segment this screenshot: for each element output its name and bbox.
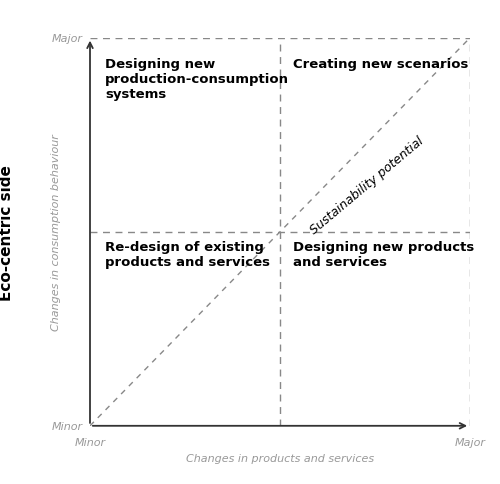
Text: Minor: Minor: [52, 421, 82, 431]
Text: Major: Major: [52, 34, 82, 44]
Text: Creating new scenarios: Creating new scenarios: [294, 58, 469, 71]
Text: Designing new
production-consumption
systems: Designing new production-consumption sys…: [105, 58, 289, 101]
Text: Major: Major: [454, 438, 486, 448]
Text: Re-design of existing
products and services: Re-design of existing products and servi…: [105, 240, 270, 268]
Text: Sustainability potential: Sustainability potential: [308, 135, 426, 237]
Text: Changes in products and services: Changes in products and services: [186, 453, 374, 463]
Text: Eco-centric side: Eco-centric side: [0, 165, 14, 300]
Text: Designing new products
and services: Designing new products and services: [294, 240, 474, 268]
Text: Minor: Minor: [74, 438, 106, 448]
Text: Changes in consumption behaviour: Changes in consumption behaviour: [51, 134, 61, 331]
